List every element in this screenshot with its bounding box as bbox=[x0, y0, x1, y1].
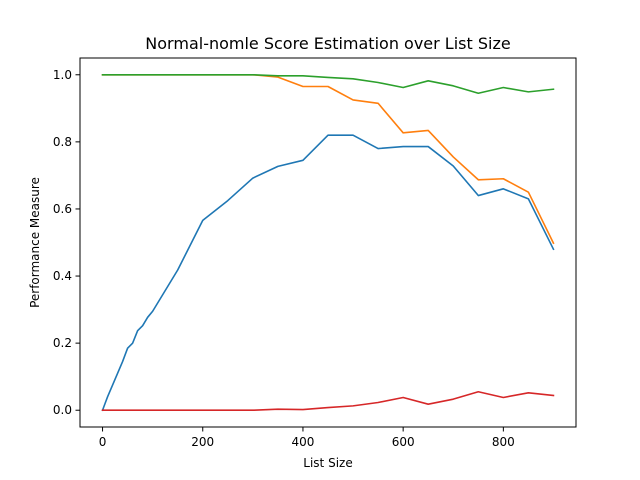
series-layer bbox=[101, 73, 555, 412]
y-axis-label: Performance Measure bbox=[28, 177, 42, 308]
series-line-3 bbox=[101, 73, 555, 95]
x-axis-label: List Size bbox=[303, 456, 352, 470]
x-axis: 0 200 400 600 800 bbox=[99, 427, 515, 449]
x-tick-label: 400 bbox=[291, 435, 314, 449]
y-tick-label: 0.6 bbox=[53, 202, 72, 216]
plot-area-frame bbox=[79, 57, 577, 428]
y-axis: 0.0 0.2 0.4 0.6 0.8 1.0 bbox=[53, 68, 80, 417]
series-line-4 bbox=[101, 390, 555, 412]
y-tick-label: 0.2 bbox=[53, 336, 72, 350]
y-tick-label: 0.8 bbox=[53, 135, 72, 149]
y-tick-label: 0.4 bbox=[53, 269, 72, 283]
series-line-2 bbox=[101, 73, 555, 245]
x-tick-label: 800 bbox=[492, 435, 515, 449]
series-line-1 bbox=[101, 134, 555, 412]
y-tick-label: 0.0 bbox=[53, 403, 72, 417]
x-tick-label: 600 bbox=[392, 435, 415, 449]
x-tick-label: 0 bbox=[99, 435, 107, 449]
y-tick-label: 1.0 bbox=[53, 68, 72, 82]
chart-title: Normal-nomle Score Estimation over List … bbox=[145, 34, 510, 53]
x-tick-label: 200 bbox=[191, 435, 214, 449]
